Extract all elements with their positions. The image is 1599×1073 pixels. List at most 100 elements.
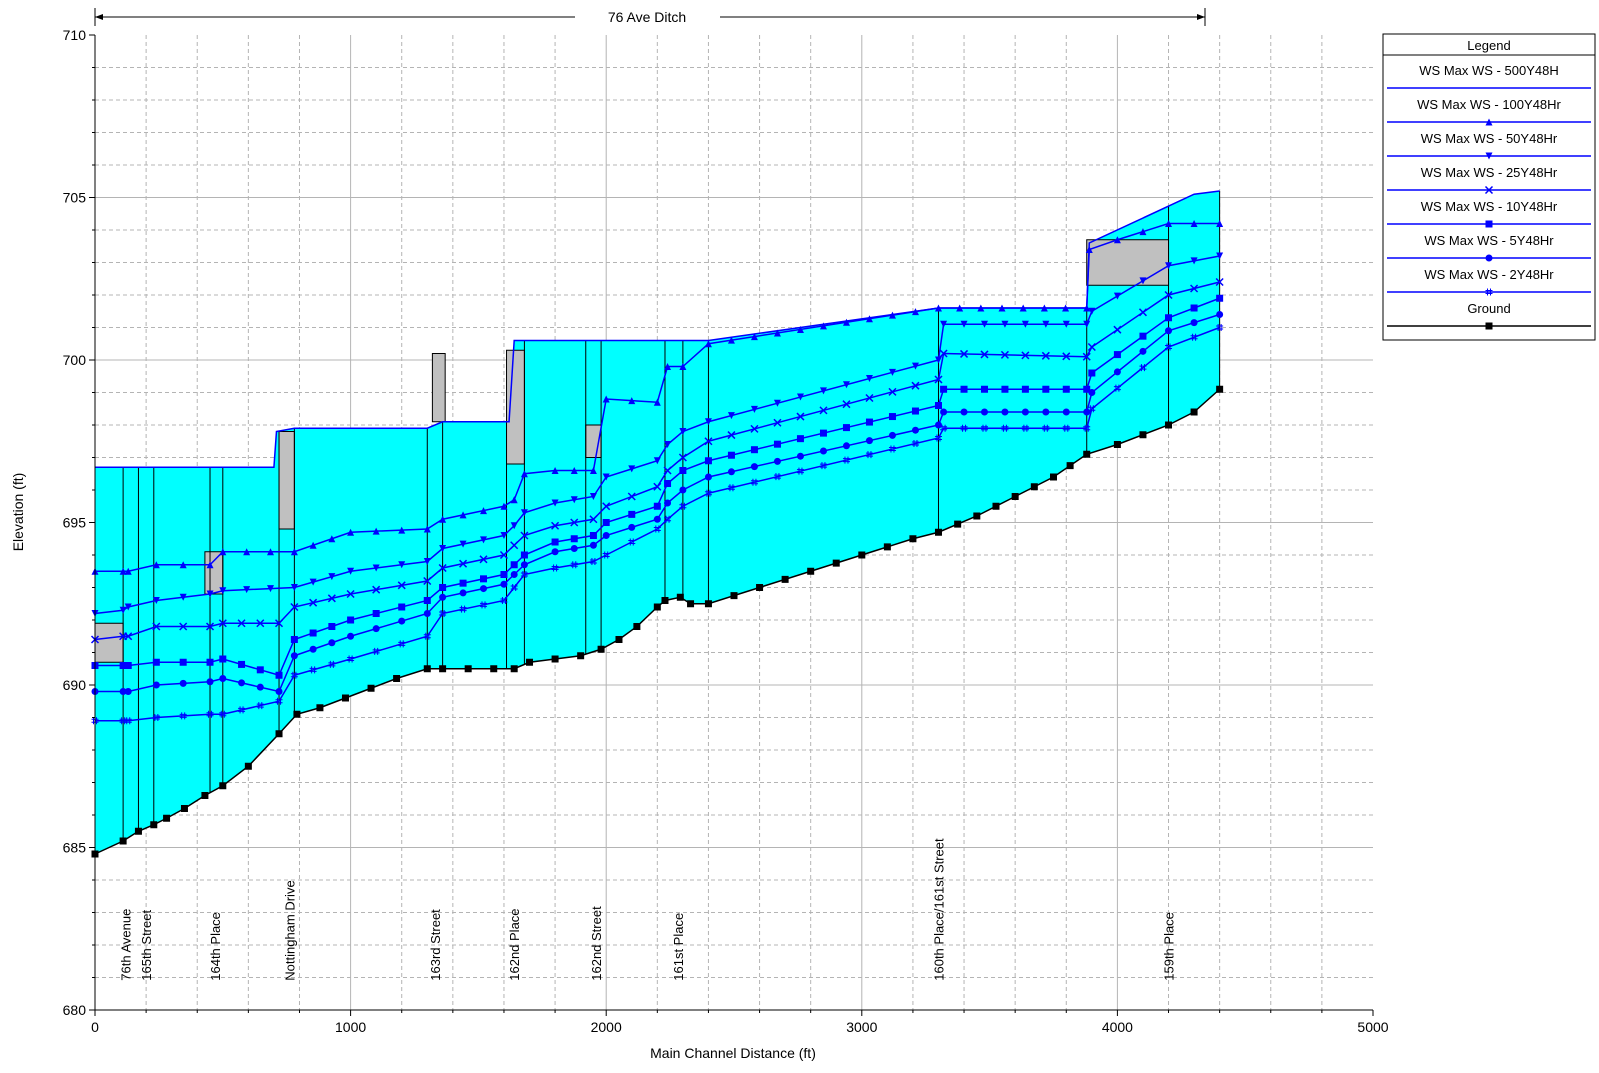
- marker-x: [510, 541, 519, 550]
- marker-triangle-down: [206, 590, 214, 598]
- marker-square: [309, 629, 317, 637]
- marker-circle: [934, 421, 942, 429]
- marker-circle: [238, 679, 246, 687]
- marker-hash: [653, 525, 661, 533]
- y-tick-label: 710: [63, 27, 87, 43]
- marker-square: [163, 814, 171, 822]
- marker-square: [526, 658, 534, 666]
- marker-x: [980, 350, 989, 359]
- marker-triangle-up: [773, 329, 781, 337]
- marker-square: [119, 837, 127, 845]
- marker-circle: [796, 452, 804, 460]
- marker-square: [1083, 450, 1091, 458]
- marker-square: [756, 584, 764, 591]
- x-tick-label: 4000: [1102, 1019, 1133, 1035]
- marker-circle: [290, 652, 298, 660]
- marker-x: [152, 622, 161, 631]
- marker-square: [1011, 493, 1019, 500]
- marker-square: [1165, 421, 1173, 429]
- marker-circle: [309, 645, 317, 653]
- marker-triangle-down: [602, 473, 610, 481]
- marker-x: [290, 602, 299, 612]
- marker-x: [309, 598, 318, 607]
- marker-triangle-up: [124, 567, 132, 575]
- marker-circle: [664, 499, 672, 507]
- marker-hash: [1216, 324, 1224, 331]
- marker-circle: [1088, 389, 1096, 396]
- marker-triangle-up: [1019, 304, 1027, 312]
- marker-square: [1001, 385, 1009, 393]
- marker-triangle-down: [439, 545, 447, 552]
- marker-triangle-up: [309, 541, 317, 549]
- marker-square: [480, 575, 488, 583]
- marker-triangle-up: [679, 363, 687, 370]
- marker-hash: [1062, 424, 1070, 432]
- marker-square: [1216, 294, 1224, 302]
- marker-hash: [124, 717, 132, 725]
- marker-triangle-down: [934, 356, 942, 364]
- marker-circle: [589, 541, 597, 549]
- marker-square: [1062, 385, 1070, 393]
- marker-x: [602, 502, 611, 511]
- marker-x: [1062, 352, 1071, 361]
- marker-hash: [510, 584, 518, 591]
- marker-square: [911, 407, 919, 415]
- y-axis-title: Elevation (ft): [10, 473, 26, 552]
- crossing-label: 162nd Place: [507, 908, 522, 980]
- marker-triangle-up: [664, 363, 672, 370]
- marker-triangle-down: [819, 387, 827, 395]
- marker-x: [627, 492, 636, 501]
- marker-hash: [842, 456, 850, 464]
- marker-circle: [398, 617, 406, 625]
- marker-circle: [1485, 254, 1493, 262]
- marker-square: [1485, 322, 1493, 330]
- marker-x: [678, 453, 687, 462]
- marker-square: [1042, 385, 1050, 393]
- legend-box: [1382, 33, 1596, 341]
- marker-square: [293, 710, 301, 718]
- marker-triangle-down: [653, 457, 661, 465]
- marker-hash: [911, 440, 919, 448]
- marker-square: [832, 559, 840, 567]
- marker-triangle-down: [1216, 252, 1224, 260]
- marker-square: [347, 616, 355, 624]
- marker-x: [459, 559, 468, 568]
- marker-triangle-down: [1485, 152, 1493, 160]
- marker-circle: [727, 468, 735, 476]
- marker-hash: [238, 706, 246, 714]
- marker-triangle-up: [480, 507, 488, 515]
- marker-circle: [179, 679, 187, 687]
- marker-square: [934, 402, 942, 409]
- marker-square: [328, 623, 336, 630]
- marker-hash: [1165, 343, 1173, 351]
- marker-square: [439, 665, 447, 673]
- marker-square: [393, 675, 401, 682]
- marker-triangle-down: [865, 375, 873, 383]
- marker-hash: [480, 601, 488, 609]
- marker-square: [589, 532, 597, 539]
- structure-block: [1086, 239, 1170, 286]
- marker-x: [653, 482, 662, 491]
- marker-circle: [328, 639, 336, 647]
- marker-triangle-down: [960, 320, 968, 328]
- marker-x: [397, 581, 406, 590]
- crossing-label: 163rd Street: [428, 909, 443, 981]
- marker-x: [727, 431, 736, 440]
- marker-square: [179, 658, 187, 666]
- y-tick-label: 700: [63, 352, 87, 368]
- marker-square: [423, 597, 431, 604]
- marker-square: [372, 610, 380, 617]
- marker-hash: [119, 717, 127, 725]
- marker-square: [510, 665, 518, 673]
- marker-square: [1113, 351, 1121, 359]
- legend-entry-label: WS Max WS - 50Y48Hr: [1421, 131, 1558, 146]
- marker-triangle-down: [290, 584, 298, 591]
- marker-hash: [819, 462, 827, 470]
- series-ws-max-ws-5y48hr: [91, 311, 1224, 695]
- marker-hash: [704, 489, 712, 497]
- marker-triangle-down: [773, 399, 781, 407]
- x-tick-label: 3000: [846, 1019, 877, 1035]
- structure-block: [506, 349, 525, 465]
- marker-circle: [152, 681, 160, 689]
- marker-circle: [1165, 327, 1173, 335]
